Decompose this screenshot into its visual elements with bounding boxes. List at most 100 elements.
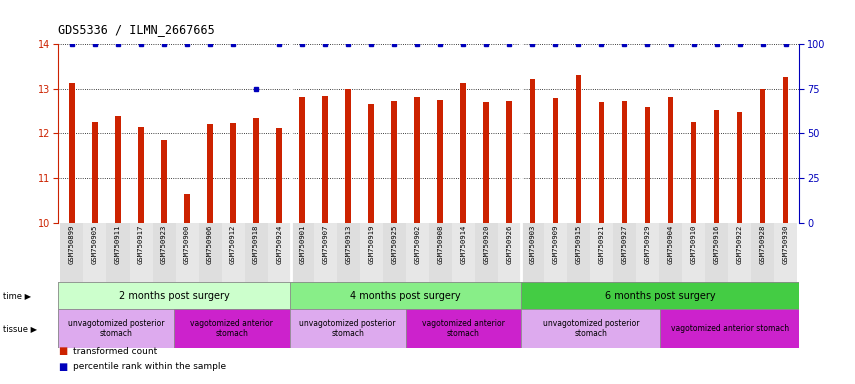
Bar <box>58 282 290 309</box>
Text: GSM750911: GSM750911 <box>115 225 121 264</box>
Bar <box>522 282 799 309</box>
Bar <box>253 118 259 223</box>
Bar <box>567 223 590 282</box>
Bar <box>268 223 291 282</box>
Bar <box>660 309 799 348</box>
Text: GSM750920: GSM750920 <box>483 225 489 264</box>
Text: ■: ■ <box>58 346 68 356</box>
Bar <box>175 223 198 282</box>
Bar <box>590 223 613 282</box>
Bar <box>291 223 314 282</box>
Bar <box>392 101 397 223</box>
Text: GSM750912: GSM750912 <box>230 225 236 264</box>
Text: 6 months post surgery: 6 months post surgery <box>605 291 716 301</box>
Bar <box>636 223 659 282</box>
Text: GSM750928: GSM750928 <box>759 225 765 264</box>
Text: tissue ▶: tissue ▶ <box>3 324 37 333</box>
Text: GSM750901: GSM750901 <box>299 225 305 264</box>
Text: 2 months post surgery: 2 months post surgery <box>119 291 229 301</box>
Text: vagotomized anterior stomach: vagotomized anterior stomach <box>671 324 789 333</box>
Text: GSM750921: GSM750921 <box>598 225 604 264</box>
Bar <box>529 79 535 223</box>
Bar <box>705 223 728 282</box>
Bar <box>152 223 175 282</box>
Bar <box>659 223 682 282</box>
Bar <box>337 223 360 282</box>
Text: GSM750919: GSM750919 <box>369 225 374 264</box>
Text: 4 months post surgery: 4 months post surgery <box>351 291 461 301</box>
Bar <box>415 97 420 223</box>
Bar <box>69 83 75 223</box>
Text: vagotomized anterior
stomach: vagotomized anterior stomach <box>191 319 274 338</box>
Bar <box>58 309 174 348</box>
Text: GSM750903: GSM750903 <box>529 225 535 264</box>
Text: GSM750915: GSM750915 <box>575 225 581 264</box>
Text: GSM750917: GSM750917 <box>138 225 144 264</box>
Bar <box>207 124 213 223</box>
Bar <box>92 122 97 223</box>
Bar <box>668 97 674 223</box>
Bar <box>774 223 797 282</box>
Bar <box>161 140 167 223</box>
Text: GSM750905: GSM750905 <box>92 225 98 264</box>
Bar <box>184 194 190 223</box>
Bar <box>598 102 604 223</box>
Text: GSM750899: GSM750899 <box>69 225 75 264</box>
Bar <box>575 75 581 223</box>
Bar <box>552 98 558 223</box>
Bar <box>405 309 522 348</box>
Bar <box>475 223 498 282</box>
Text: GSM750906: GSM750906 <box>207 225 213 264</box>
Text: GSM750923: GSM750923 <box>161 225 167 264</box>
Text: unvagotomized posterior
stomach: unvagotomized posterior stomach <box>68 319 164 338</box>
Bar <box>345 89 351 223</box>
Text: vagotomized anterior
stomach: vagotomized anterior stomach <box>422 319 505 338</box>
Bar <box>383 223 406 282</box>
Bar <box>483 102 489 223</box>
Text: GSM750924: GSM750924 <box>276 225 282 264</box>
Text: GSM750902: GSM750902 <box>415 225 421 264</box>
Bar <box>115 116 121 223</box>
Text: GSM750904: GSM750904 <box>668 225 674 264</box>
Text: GSM750913: GSM750913 <box>345 225 351 264</box>
Bar <box>230 123 236 223</box>
Bar <box>461 83 466 223</box>
Text: GSM750914: GSM750914 <box>460 225 466 264</box>
Bar <box>129 223 152 282</box>
Text: time ▶: time ▶ <box>3 291 31 300</box>
Bar <box>221 223 245 282</box>
Bar <box>751 223 774 282</box>
Bar <box>428 223 451 282</box>
Bar <box>107 223 129 282</box>
Bar <box>682 223 705 282</box>
Bar <box>521 223 544 282</box>
Text: GSM750930: GSM750930 <box>782 225 788 264</box>
Bar <box>174 309 290 348</box>
Bar <box>290 309 405 348</box>
Bar <box>645 107 651 223</box>
Text: GSM750918: GSM750918 <box>253 225 259 264</box>
Bar <box>198 223 221 282</box>
Bar <box>714 110 719 223</box>
Bar <box>84 223 107 282</box>
Text: GSM750916: GSM750916 <box>714 225 720 264</box>
Bar <box>299 97 305 223</box>
Text: GSM750927: GSM750927 <box>622 225 628 264</box>
Bar <box>613 223 636 282</box>
Text: GSM750900: GSM750900 <box>184 225 190 264</box>
Bar <box>360 223 383 282</box>
Text: unvagotomized posterior
stomach: unvagotomized posterior stomach <box>299 319 396 338</box>
Bar <box>369 104 374 223</box>
Text: GSM750925: GSM750925 <box>392 225 398 264</box>
Text: unvagotomized posterior
stomach: unvagotomized posterior stomach <box>543 319 640 338</box>
Bar <box>290 282 522 309</box>
Text: ■: ■ <box>58 362 68 372</box>
Bar <box>622 101 628 223</box>
Bar <box>691 122 697 223</box>
Text: GSM750907: GSM750907 <box>322 225 328 264</box>
Text: GSM750910: GSM750910 <box>691 225 697 264</box>
Bar <box>438 100 443 223</box>
Text: GSM750926: GSM750926 <box>506 225 512 264</box>
Text: GSM750909: GSM750909 <box>552 225 558 264</box>
Bar <box>314 223 337 282</box>
